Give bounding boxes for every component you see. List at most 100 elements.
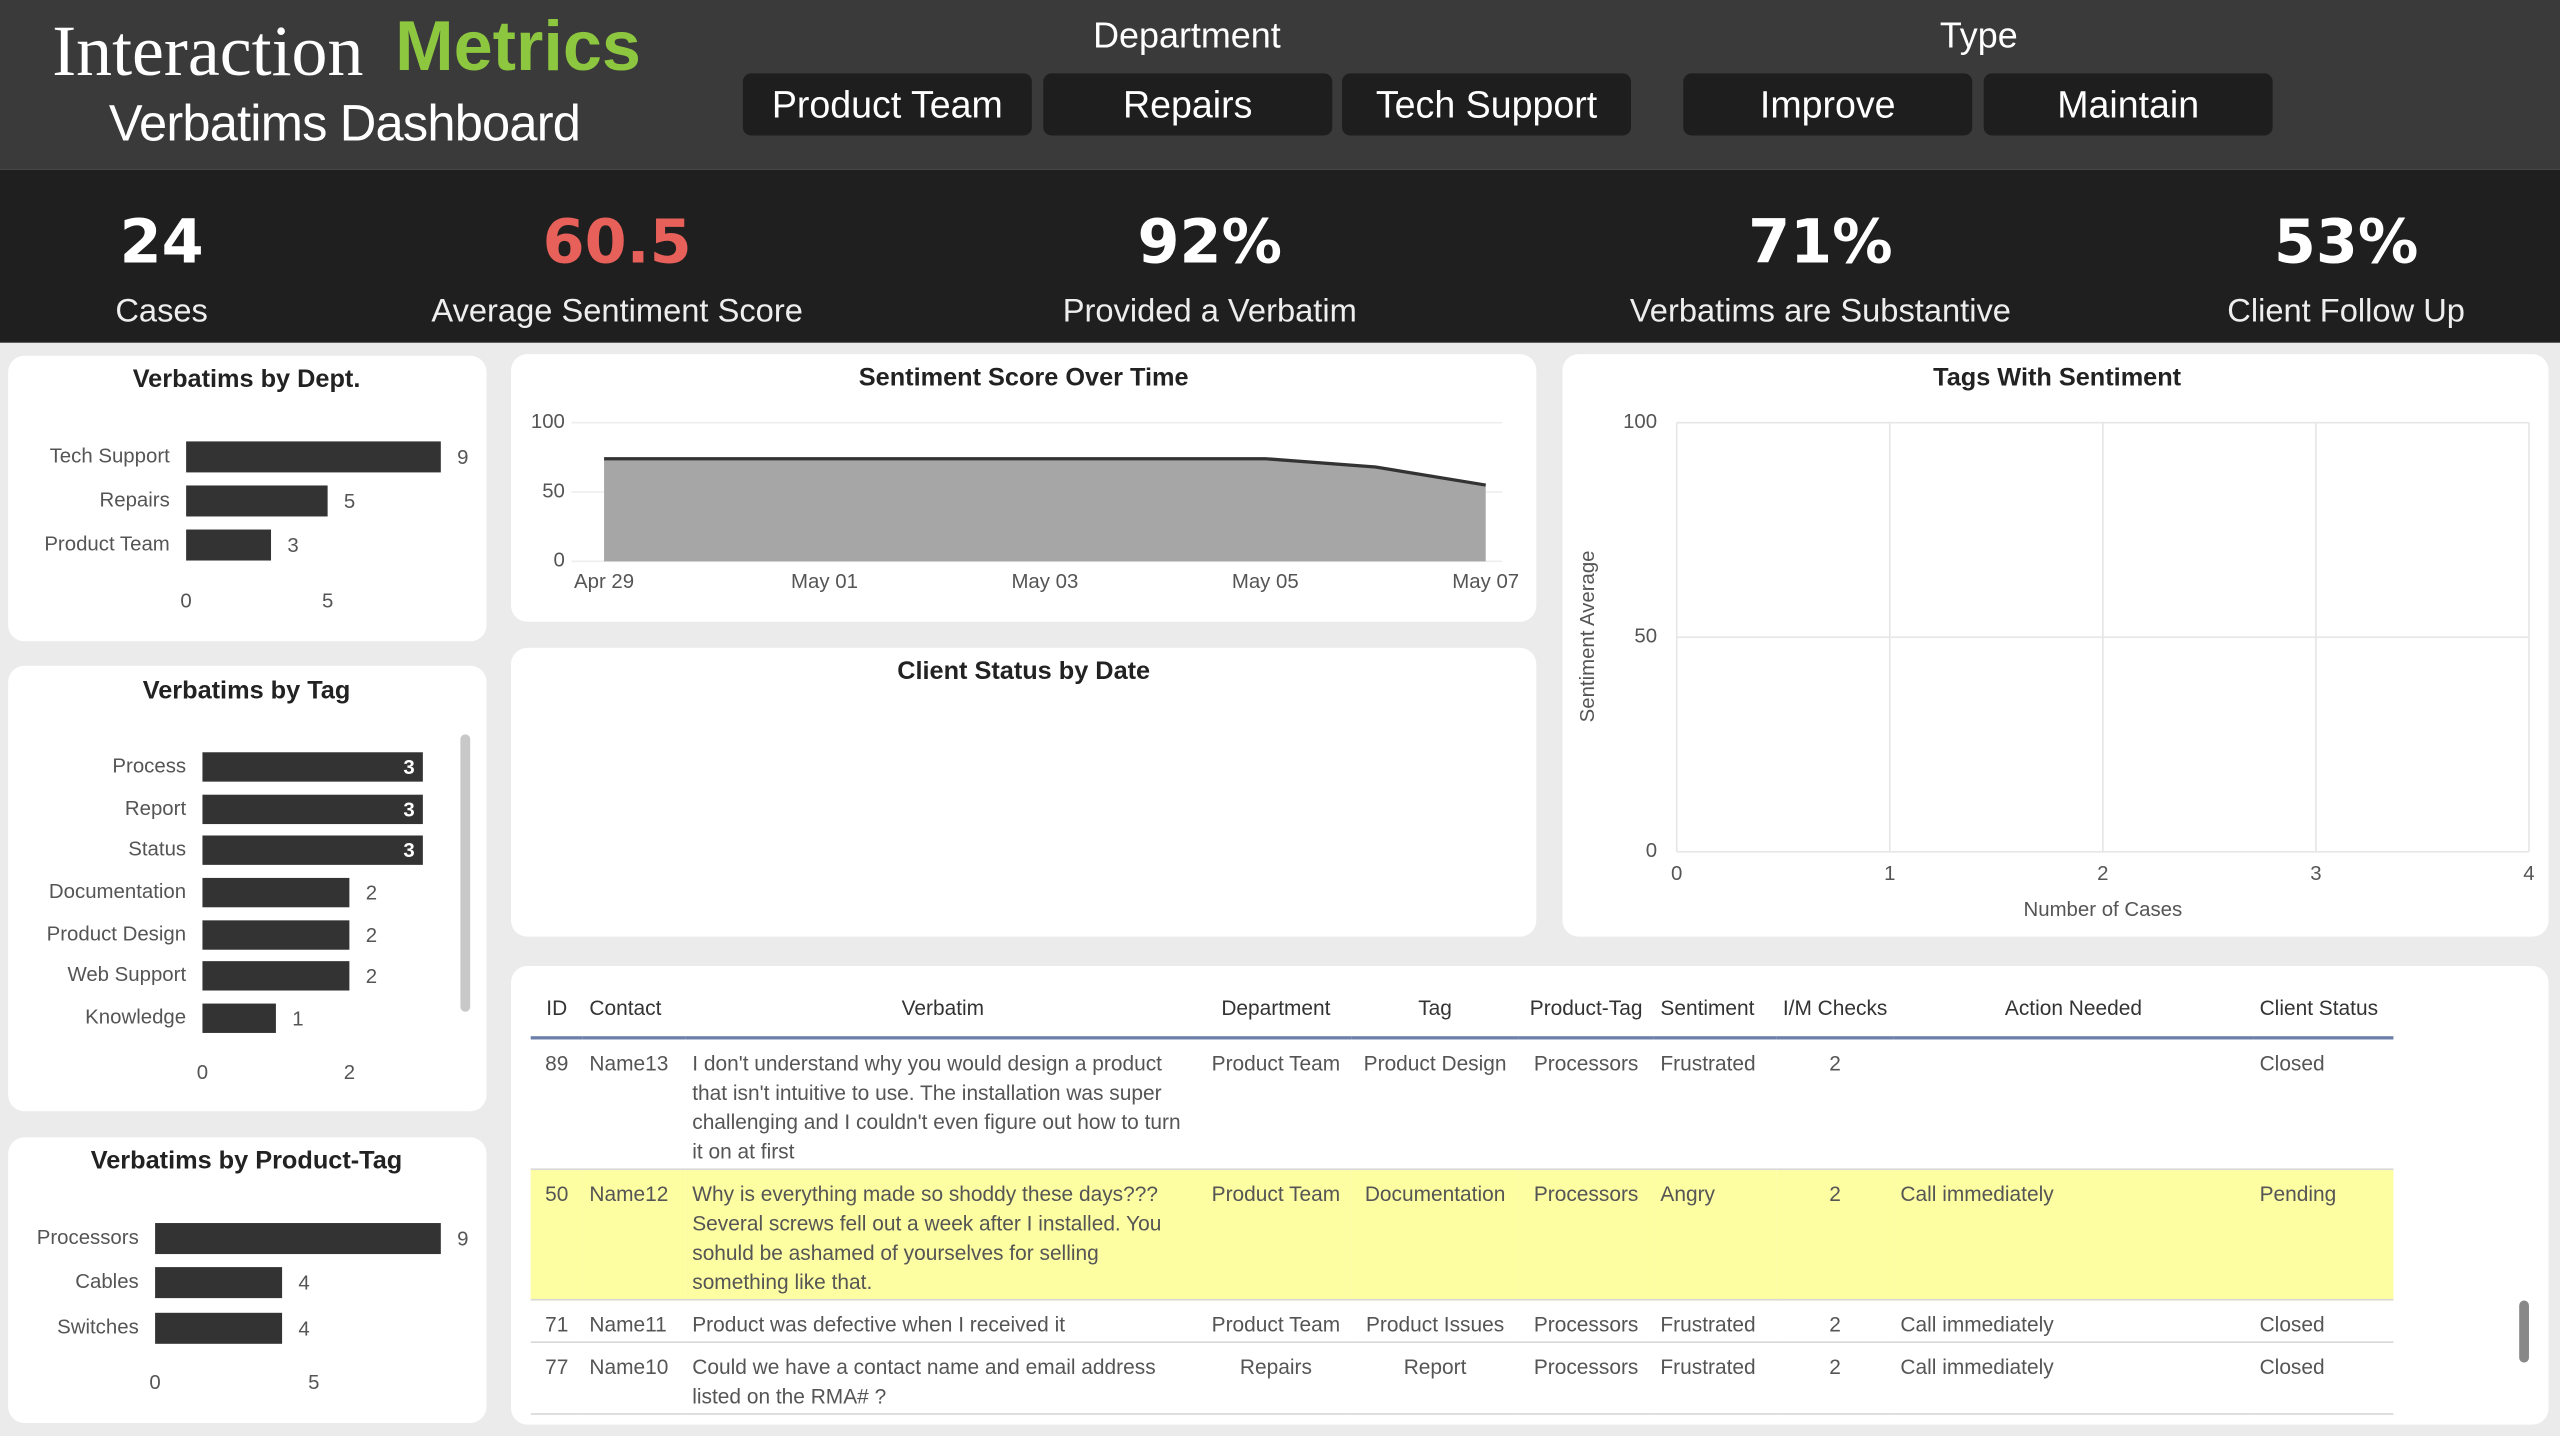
x-tick-label: 0	[180, 591, 191, 613]
scrollbar[interactable]	[460, 734, 471, 1012]
table-cell: I don't understand why you would design …	[685, 1037, 1200, 1171]
filter-label: Type	[1939, 14, 2018, 56]
x-tick-label: 0	[197, 1062, 208, 1084]
chart-title: Client Status by Date	[897, 657, 1150, 685]
verbatim-table: ID Contact Verbatim Department Tag Product-Ta…	[530, 979, 2394, 1416]
bar	[155, 1267, 283, 1299]
table-cell: Repairs	[1199, 1342, 1352, 1415]
bar	[202, 752, 423, 782]
column-header: ID	[530, 979, 583, 1040]
table-cell: Processors	[1518, 1037, 1654, 1171]
value-label: 1	[292, 1008, 303, 1030]
value-label: 3	[403, 799, 414, 821]
kpi-label: Verbatims are Substantive	[1629, 293, 2011, 330]
header-bar: Interaction Metrics Verbatims Dashboard …	[0, 0, 2560, 170]
chart-title: Verbatims by Tag	[143, 677, 351, 705]
y-tick-label: 50	[542, 480, 565, 502]
table-cell: Could we have a contact name and email a…	[685, 1342, 1200, 1415]
filter-button[interactable]: Improve	[1683, 73, 1973, 136]
table-cell: Processors	[1518, 1169, 1654, 1301]
scrollbar[interactable]	[2519, 1300, 2529, 1363]
brand: Metrics	[395, 8, 641, 87]
filter-button[interactable]: Repairs	[1043, 73, 1333, 136]
x-tick-label: May 07	[1452, 571, 1519, 593]
category-label: Knowledge	[85, 1007, 186, 1029]
kpi-label: Client Follow Up	[2227, 293, 2465, 330]
table-cell: 71	[530, 1299, 583, 1343]
y-tick-label: 0	[1646, 840, 1657, 862]
table-cell	[1893, 1037, 2254, 1171]
table-cell: Product Issues	[1351, 1299, 1519, 1343]
bar	[202, 794, 423, 825]
table-cell: 2	[1776, 1037, 1894, 1171]
bar	[202, 877, 350, 908]
y-tick-label: 100	[1623, 411, 1657, 433]
x-axis-label: Number of Cases	[2024, 899, 2183, 921]
filter-button[interactable]: Tech Support	[1342, 73, 1632, 136]
category-label: Report	[125, 798, 187, 820]
table-cell: Call immediately	[1893, 1299, 2254, 1343]
x-tick-label: 1	[1884, 863, 1895, 885]
table-cell: Name12	[582, 1169, 686, 1301]
table-cell: Name13	[582, 1037, 686, 1171]
x-tick-label: 3	[2310, 863, 2321, 885]
column-header: I/M Checks	[1776, 979, 1894, 1040]
x-tick-label: 0	[149, 1372, 160, 1394]
y-tick-label: 100	[531, 411, 565, 433]
kpi-bar	[0, 169, 2560, 343]
table-cell: Product Design	[1351, 1037, 1519, 1171]
line	[604, 457, 1486, 487]
bar	[155, 1223, 441, 1255]
column-header: Product-Tag	[1518, 979, 1654, 1040]
column-header: Sentiment	[1653, 979, 1777, 1040]
x-tick-label: Apr 29	[574, 571, 634, 593]
x-tick-label: 0	[1671, 863, 1682, 885]
y-tick-label: 50	[1634, 626, 1657, 648]
value-label: 2	[366, 883, 377, 905]
table-cell: Frustrated	[1653, 1299, 1777, 1343]
panel	[1562, 354, 2549, 937]
value-label: 4	[298, 1318, 309, 1340]
chart-title: Verbatims by Product-Tag	[91, 1147, 402, 1175]
value-label: 2	[366, 966, 377, 988]
chart-title: Tags With Sentiment	[1933, 363, 2182, 391]
bar	[155, 1312, 283, 1344]
table-cell: Report	[1351, 1342, 1519, 1415]
category-label: Tech Support	[50, 445, 171, 467]
y-axis-label: Sentiment Average	[1577, 550, 1599, 722]
kpi-label: Average Sentiment Score	[431, 293, 803, 330]
column-header: Client Status	[2253, 979, 2394, 1040]
header-row: ID Contact Verbatim Department Tag Product-Ta…	[530, 979, 2394, 1040]
table-row: 77 Name10 Could we have a contact name and…	[530, 1342, 2394, 1415]
x-tick-label: May 03	[1011, 571, 1078, 593]
table: ID Contact Verbatim Department Tag Product-Ta…	[530, 979, 2394, 1415]
column-header: Action Needed	[1893, 979, 2254, 1040]
column-header: Verbatim	[685, 979, 1200, 1040]
chart-title: Sentiment Score Over Time	[859, 363, 1189, 391]
kpi-value: 92%	[1137, 207, 1283, 278]
x-tick-label: 2	[2097, 863, 2108, 885]
category-label: Processors	[37, 1227, 139, 1249]
table-row: 89 Name13 I don't understand why you would…	[530, 1037, 2394, 1171]
filter-button[interactable]: Maintain	[1983, 73, 2273, 136]
table-cell: Frustrated	[1653, 1342, 1777, 1415]
kpi-label: Provided a Verbatim	[1062, 293, 1357, 330]
value-label: 2	[366, 925, 377, 947]
x-tick-label: May 05	[1232, 571, 1299, 593]
filter-button[interactable]: Product Team	[742, 73, 1032, 136]
category-label: Switches	[57, 1317, 139, 1339]
value-label: 3	[287, 535, 298, 557]
table-cell: Product Team	[1199, 1169, 1352, 1301]
x-tick-label: 4	[2523, 863, 2534, 885]
area	[604, 458, 1486, 562]
table-row: 71 Name11 Product was defective when I rec…	[530, 1299, 2394, 1343]
table-row: 50 Name12 Why is everything made so shoddy…	[530, 1169, 2394, 1301]
table-cell: Closed	[2253, 1037, 2394, 1171]
kpi-value: 71%	[1748, 207, 1893, 278]
category-label: Status	[128, 839, 186, 861]
filter-label: Department	[1093, 14, 1281, 56]
y-tick-label: 0	[554, 550, 565, 572]
table-cell: Documentation	[1351, 1169, 1519, 1301]
